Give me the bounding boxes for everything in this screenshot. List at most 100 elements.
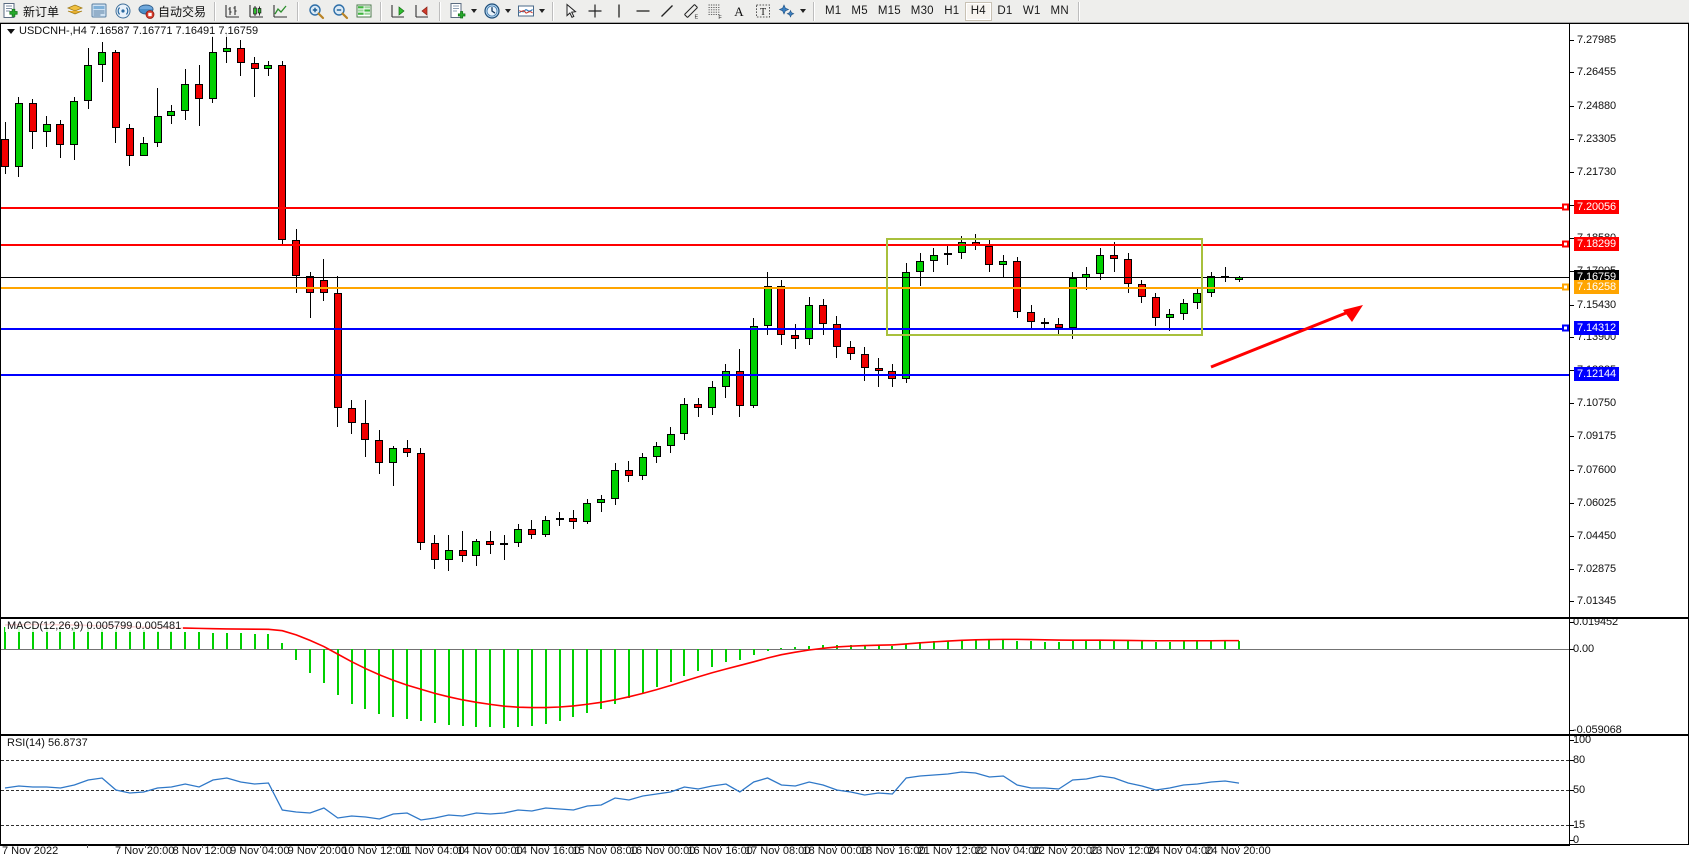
price-level-handle[interactable] <box>1562 324 1569 332</box>
macd-histogram-bar <box>1113 640 1116 649</box>
toolbar-auto-scroll-button[interactable] <box>387 1 411 22</box>
time-axis[interactable]: 7 Nov 2022 7 Nov 20:00 8 Nov 12:00 9 Nov 04… <box>0 845 1689 858</box>
price-level-pivot[interactable] <box>1 287 1569 290</box>
price-level-badge-pivot[interactable]: 7.16258 <box>1574 280 1620 295</box>
price-level-badge-resistance-1[interactable]: 7.20056 <box>1574 200 1620 215</box>
chart-symbol-label[interactable]: USDCNH-,H4 7.16587 7.16771 7.16491 7.167… <box>5 25 261 37</box>
toolbar-signal-button[interactable] <box>111 1 135 22</box>
price-level-support-1[interactable] <box>1 328 1569 331</box>
price-level-badge-support-2[interactable]: 7.12144 <box>1574 366 1620 381</box>
toolbar-crosshair-button[interactable] <box>583 1 607 22</box>
toolbar-expert-advisor-button[interactable]: 自动交易 <box>135 1 210 22</box>
macd-histogram-bar <box>87 628 90 649</box>
toolbar-line-chart-button[interactable] <box>269 1 293 22</box>
macd-histogram-bar <box>1140 641 1143 649</box>
toolbar-vertical-line-button[interactable] <box>607 1 631 22</box>
price-plot-area[interactable] <box>1 24 1569 617</box>
rsi-plot-area[interactable] <box>1 736 1569 844</box>
toolbar-equidistant-channel-button[interactable]: E <box>679 1 703 22</box>
timeframe-d1-button[interactable]: D1 <box>997 5 1013 17</box>
candle-body <box>541 520 550 535</box>
toolbar-cursor-button[interactable] <box>559 1 583 22</box>
candlestick <box>721 24 730 617</box>
timeframe-w1-button[interactable]: W1 <box>1022 5 1041 17</box>
chevron-down-icon[interactable] <box>505 9 512 13</box>
timeframe-h4-button[interactable]: H4 <box>964 1 992 21</box>
price-level-resistance-2[interactable] <box>1 244 1569 247</box>
chevron-down-icon[interactable] <box>800 9 807 13</box>
candlestick <box>832 24 841 617</box>
rsi-pane[interactable]: RSI(14) 56.8737 100 80 50 15 0 <box>0 735 1689 845</box>
candle-body <box>902 271 911 379</box>
toolbar-horizontal-line-button[interactable] <box>631 1 655 22</box>
toolbar-templates-button[interactable] <box>514 1 548 22</box>
toolbar-text-label-button[interactable]: T <box>751 1 775 22</box>
toolbar-terminal-button[interactable] <box>87 1 111 22</box>
price-level-support-2[interactable] <box>1 373 1569 376</box>
price-chart-pane[interactable]: USDCNH-,H4 7.16587 7.16771 7.16491 7.167… <box>0 23 1689 618</box>
macd-histogram-bar <box>1085 641 1088 649</box>
time-axis-tick <box>1065 845 1067 848</box>
price-level-badge-current-price[interactable]: 7.16759 <box>1574 269 1620 284</box>
timeframe-h1-button[interactable]: H1 <box>944 5 960 17</box>
timeframe-mn-button[interactable]: MN <box>1050 5 1069 17</box>
price-axis[interactable]: 7.279857.264557.248807.233057.217307.201… <box>1569 24 1688 617</box>
auto-scroll-icon <box>390 2 408 20</box>
candlestick <box>195 24 204 617</box>
rsi-line <box>4 771 1240 821</box>
macd-plot-area[interactable] <box>1 619 1569 734</box>
timeframe-m30-button[interactable]: M30 <box>910 5 934 17</box>
price-level-handle[interactable] <box>1562 240 1569 248</box>
bullish-trend-arrow[interactable] <box>1207 303 1367 373</box>
candle-body <box>278 65 287 240</box>
toolbar-fibonacci-retracement-button[interactable]: F <box>703 1 727 22</box>
macd-histogram-bar <box>974 639 977 649</box>
toolbar-book-button[interactable] <box>63 1 87 22</box>
price-level-resistance-1[interactable] <box>1 207 1569 210</box>
candlestick <box>306 24 315 617</box>
toolbar-bar-chart-button[interactable] <box>221 1 245 22</box>
timeframe-m1-button[interactable]: M1 <box>825 5 842 17</box>
chart-menu-caret-icon[interactable] <box>7 28 15 34</box>
candlestick <box>749 24 758 617</box>
toolbar-periods-button[interactable] <box>480 1 514 22</box>
price-axis-label: 7.02875 <box>1577 563 1617 576</box>
toolbar-separator <box>811 1 819 21</box>
toolbar-data-window-button[interactable] <box>352 1 376 22</box>
macd-histogram-bar <box>198 632 201 649</box>
svg-text:F: F <box>718 15 722 20</box>
candlestick <box>1193 24 1202 617</box>
toolbar-separator <box>378 1 386 21</box>
candle-body <box>916 260 925 272</box>
macd-histogram-bar <box>946 640 949 649</box>
price-level-current-price[interactable] <box>1 276 1569 278</box>
timeframe-m5-button[interactable]: M5 <box>851 5 868 17</box>
toolbar-zoom-out-button[interactable] <box>328 1 352 22</box>
macd-pane[interactable]: MACD(12,26,9) 0.005799 0.005481 0.019452… <box>0 618 1689 735</box>
price-axis-tick <box>1570 171 1574 173</box>
toolbar-text-button[interactable]: A <box>727 1 751 22</box>
shapes-icon <box>778 2 796 20</box>
rsi-level-50 <box>1 790 1569 791</box>
macd-histogram-bar <box>891 645 894 649</box>
toolbar-trendline-button[interactable] <box>655 1 679 22</box>
toolbar-chart-shift-button[interactable] <box>411 1 435 22</box>
candle-body <box>569 517 578 523</box>
candlestick <box>916 24 925 617</box>
candle-body <box>389 448 398 464</box>
price-level-handle[interactable] <box>1562 283 1569 291</box>
chevron-down-icon[interactable] <box>471 9 478 13</box>
toolbar-shapes-button[interactable] <box>775 1 809 22</box>
toolbar-indicators-button[interactable] <box>446 1 480 22</box>
toolbar-new-order-button[interactable]: 新订单 <box>0 1 63 22</box>
price-level-handle[interactable] <box>1562 203 1569 211</box>
timeframe-m15-button[interactable]: M15 <box>877 5 901 17</box>
price-level-badge-resistance-2[interactable]: 7.18299 <box>1574 237 1620 252</box>
price-level-badge-support-1[interactable]: 7.14312 <box>1574 321 1620 336</box>
chevron-down-icon[interactable] <box>539 9 546 13</box>
toolbar-candlestick-chart-button[interactable] <box>245 1 269 22</box>
candlestick <box>319 24 328 617</box>
price-axis-tick <box>1570 138 1574 140</box>
toolbar-zoom-in-button[interactable] <box>304 1 328 22</box>
candle-body <box>1165 313 1174 318</box>
